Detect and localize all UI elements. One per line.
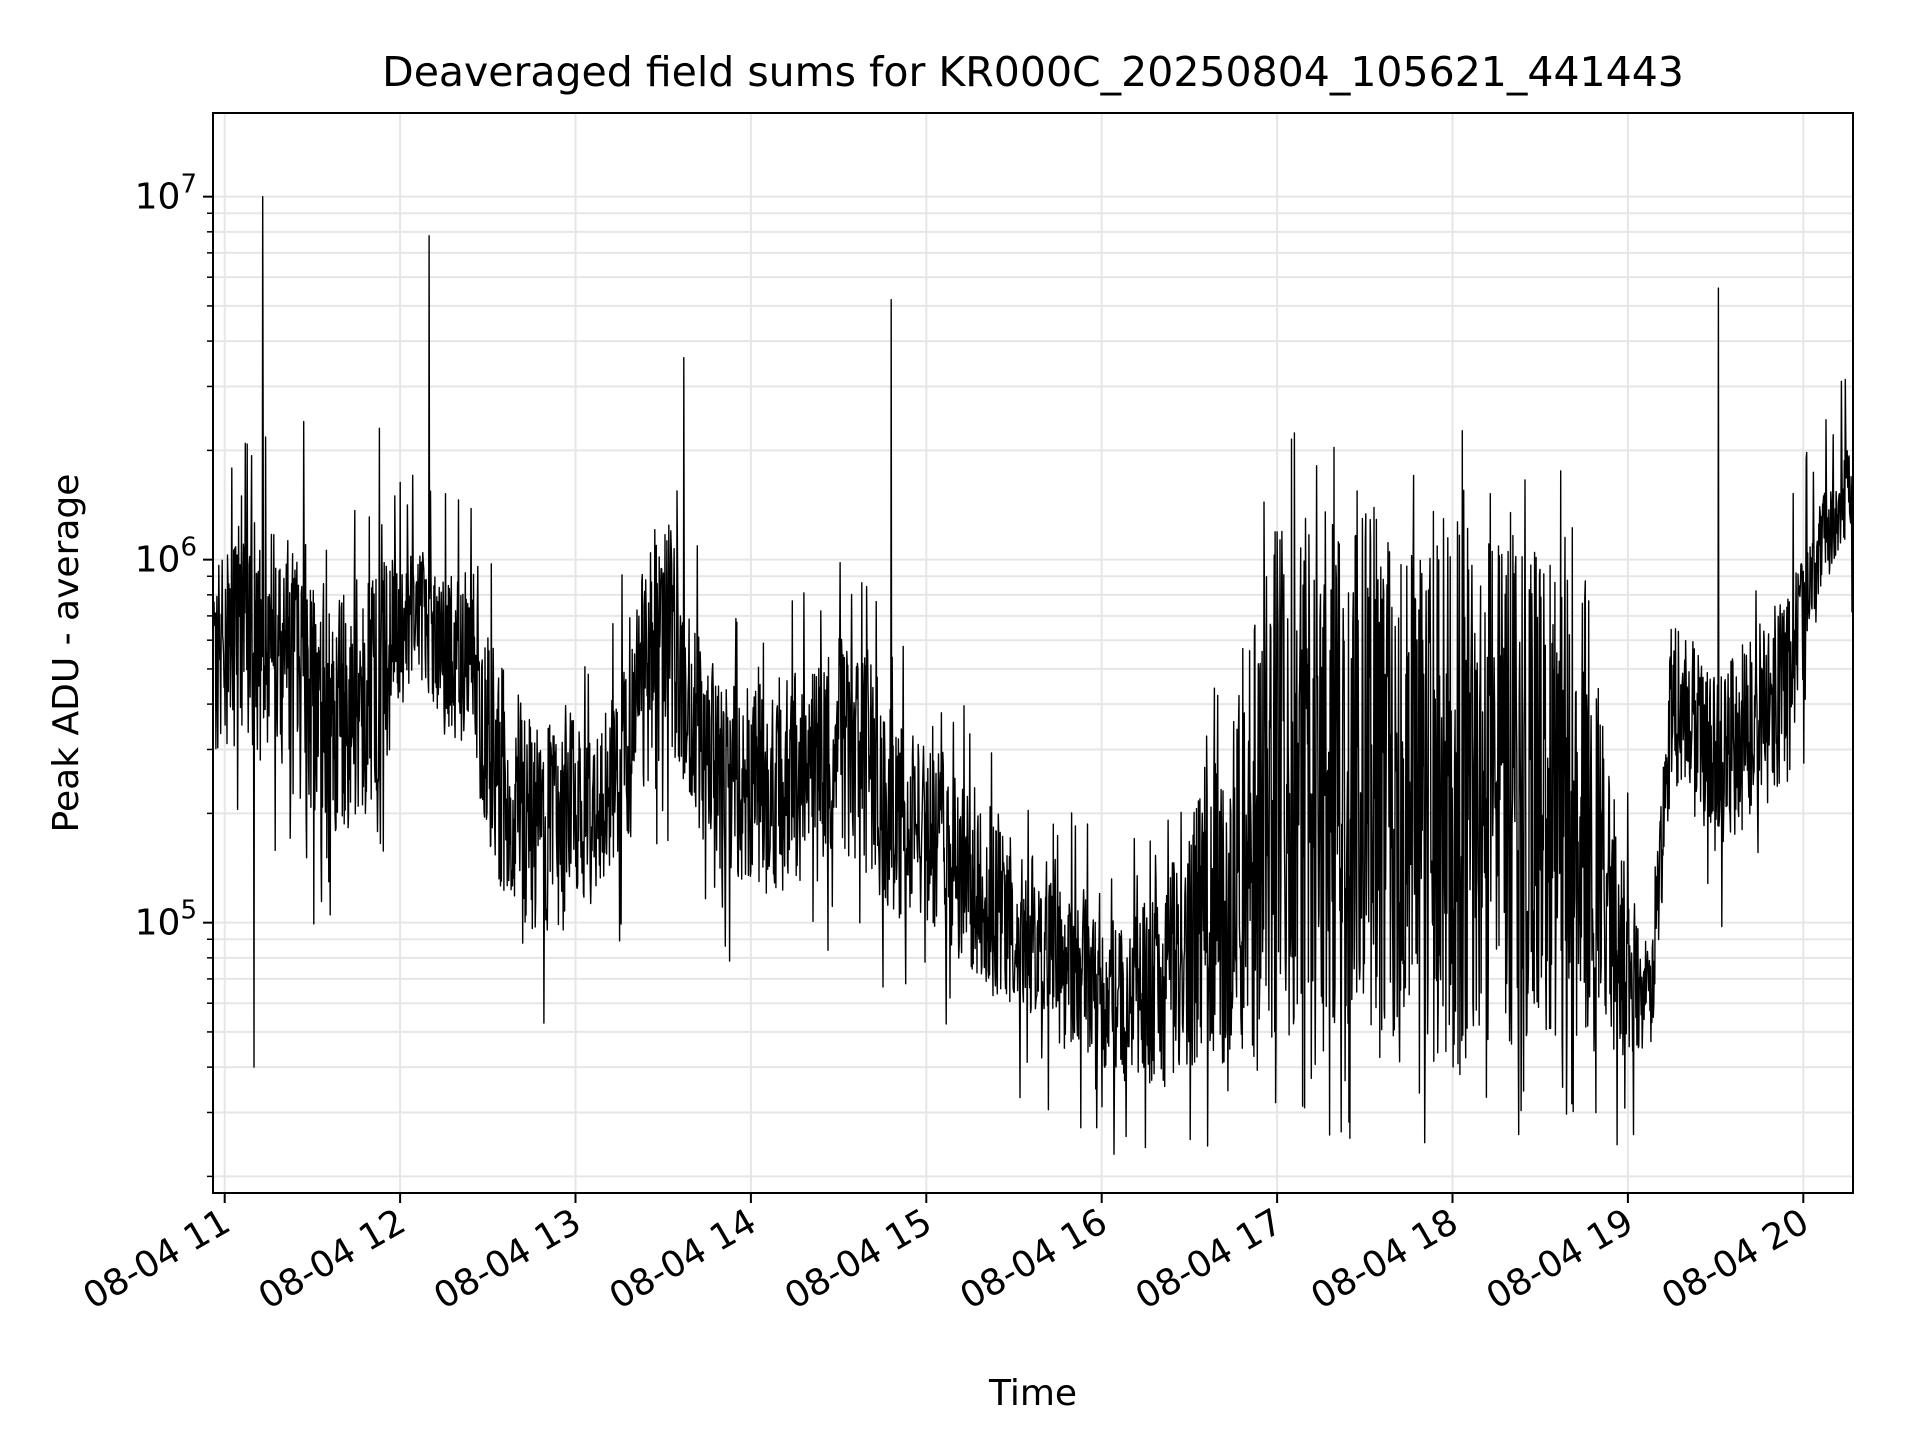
series-line: [212, 196, 1854, 1155]
plot-frame: [212, 112, 1854, 1194]
x-axis-label: Time: [988, 1373, 1077, 1414]
series-path: [212, 196, 1854, 1155]
y-tick-label: 105: [135, 896, 197, 944]
y-axis: 105 106 107: [135, 170, 213, 1178]
chart-title: Deaveraged field sums for KR000C_2025080…: [382, 48, 1684, 96]
y-tick-label: 106: [135, 533, 197, 581]
y-tick-label: 107: [135, 170, 197, 218]
y-axis-label: Peak ADU - average: [46, 474, 87, 833]
